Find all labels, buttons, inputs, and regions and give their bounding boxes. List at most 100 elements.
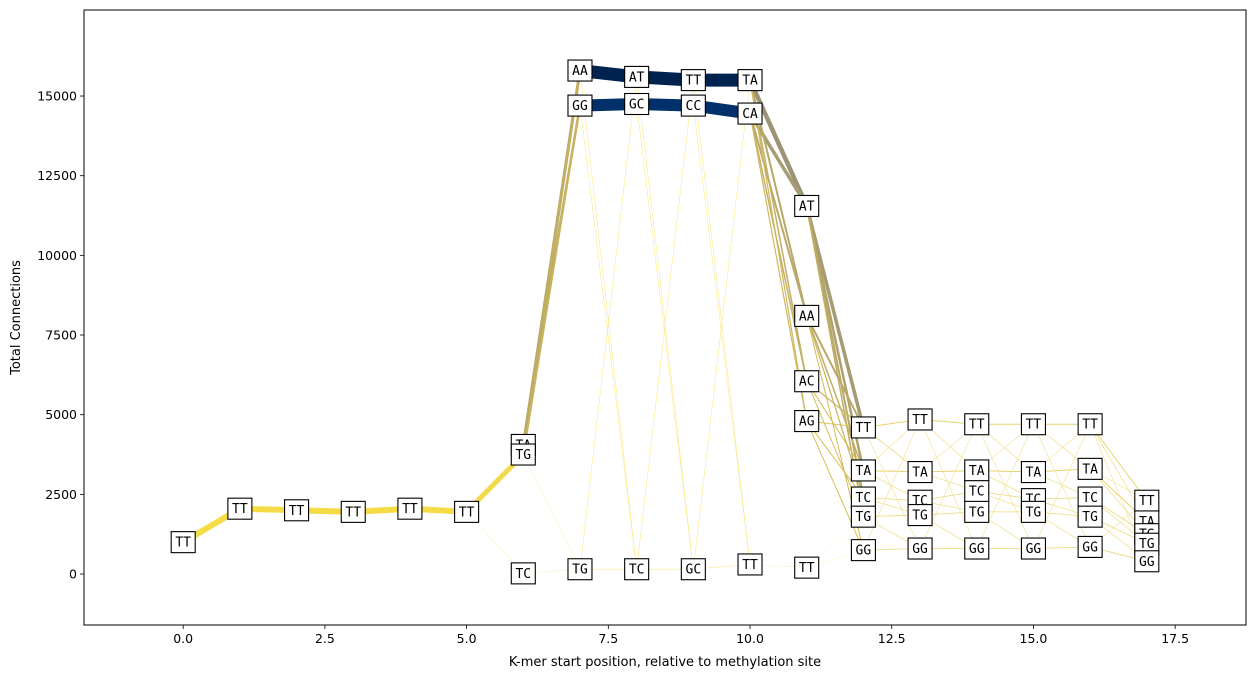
node-p5: TT: [454, 500, 480, 523]
node-p9g: CC: [680, 94, 706, 117]
node-box: [1020, 460, 1046, 484]
x-tick-label: 7.5: [598, 631, 618, 646]
node-label: TT: [742, 558, 758, 573]
node-label: TA: [969, 464, 985, 479]
edge-p6g-p7t: [523, 454, 581, 570]
node-p14tt: TT: [964, 413, 990, 436]
node-label: AA: [799, 309, 815, 324]
node-box: [284, 499, 310, 522]
node-p14gg: GG: [964, 537, 990, 560]
node-box: [964, 500, 990, 523]
node-label: TT: [175, 536, 191, 551]
node-box: [1020, 500, 1046, 523]
node-p12ta: TA: [850, 459, 876, 482]
node-p8t: TC: [624, 558, 650, 581]
node-p9a: TT: [680, 69, 706, 92]
node-p17gg: GG: [1134, 550, 1160, 573]
node-box: [624, 558, 650, 581]
node-label: TG: [856, 510, 872, 525]
node-label: GG: [1082, 540, 1098, 555]
node-label: TT: [799, 561, 815, 576]
node-label: AC: [799, 375, 815, 390]
edge-p10g-p11b: [749, 113, 808, 317]
node-box: [1077, 457, 1103, 480]
node-p17tg: TG: [1134, 532, 1160, 555]
node-label: GC: [686, 563, 702, 578]
edge-p6g-p7g: [522, 105, 581, 455]
edge-p10a-p11c: [749, 79, 808, 382]
node-box: [567, 59, 593, 82]
edge-p9g-p10t: [693, 105, 751, 565]
node-p1: TT: [227, 497, 253, 520]
edge-p11d-p12gg: [806, 420, 864, 551]
edge-p13tt-p14gg: [919, 419, 978, 549]
node-p6c: TC: [510, 562, 536, 585]
y-tick-label: 7500: [45, 328, 77, 343]
node-label: GG: [969, 542, 985, 557]
node-box: [850, 416, 876, 439]
y-tick-label: 15000: [37, 89, 77, 104]
node-label: TT: [232, 502, 248, 517]
node-p11b: AA: [794, 304, 820, 327]
node-box: [624, 65, 650, 88]
node-box: [964, 537, 990, 560]
node-label: TA: [742, 74, 758, 89]
node-p14tc: TC: [964, 480, 990, 503]
node-label: GC: [629, 98, 645, 113]
node-label: TT: [686, 74, 702, 89]
node-box: [454, 500, 480, 523]
edges-layer: [181, 64, 1148, 574]
node-label: TA: [1082, 462, 1098, 477]
node-label: TT: [289, 504, 305, 519]
node-box: [510, 562, 536, 585]
edge-p8t-p9a: [636, 80, 694, 570]
node-box: [1134, 550, 1160, 573]
node-p16gg: GG: [1077, 535, 1103, 558]
node-label: TG: [1082, 510, 1098, 525]
y-tick-label: 10000: [37, 248, 77, 263]
node-label: TT: [969, 418, 985, 433]
edge-p8g-p9t: [636, 103, 694, 570]
node-box: [1077, 535, 1103, 558]
node-box: [680, 558, 706, 581]
y-tick-label: 5000: [45, 407, 77, 422]
edge-p16tt-p17tt: [1089, 423, 1148, 502]
node-box: [1020, 537, 1046, 560]
node-p10t: TT: [737, 553, 763, 576]
node-label: TT: [912, 413, 928, 428]
node-label: TG: [1139, 537, 1155, 552]
node-label: TC: [969, 485, 985, 500]
node-label: TA: [1026, 466, 1042, 481]
node-p7g: GG: [567, 94, 593, 117]
x-axis-ticks: 0.0 2.5 5.0 7.5 10.0 12.5 15.0 17.5: [173, 625, 1189, 646]
node-box: [850, 505, 876, 528]
edge-p11b-p12tt: [805, 315, 865, 428]
node-label: GG: [1139, 555, 1155, 570]
node-p15ta: TA: [1020, 460, 1046, 484]
y-axis-label: Total Connections: [9, 260, 24, 376]
x-tick-label: 12.5: [878, 631, 906, 646]
node-p2: TT: [284, 499, 310, 522]
edge-p10a-p11a: [747, 79, 809, 207]
node-box: [227, 497, 253, 520]
edge-p11c-p12ta: [806, 380, 864, 471]
node-label: TT: [856, 421, 872, 436]
node-label: CA: [742, 107, 758, 122]
y-axis-ticks: 0 2500 5000 7500 10000 12500 15000: [37, 89, 84, 582]
node-label: TC: [1082, 491, 1098, 506]
node-box: [907, 537, 933, 560]
node-p11t: TT: [794, 556, 820, 579]
node-box: [1020, 413, 1046, 436]
y-tick-label: 0: [69, 567, 77, 582]
node-box: [567, 94, 593, 117]
x-tick-label: 0.0: [173, 631, 193, 646]
node-box: [737, 102, 763, 125]
node-p16ta: TA: [1077, 457, 1103, 480]
node-p10a: TA: [737, 69, 763, 92]
node-p16tc: TC: [1077, 486, 1103, 509]
node-p11d: AG: [794, 410, 820, 433]
node-p4: TT: [397, 497, 423, 520]
node-p17tt: TT: [1134, 489, 1160, 512]
edge-p12gg-p13tt: [863, 419, 921, 551]
node-box: [907, 408, 933, 431]
